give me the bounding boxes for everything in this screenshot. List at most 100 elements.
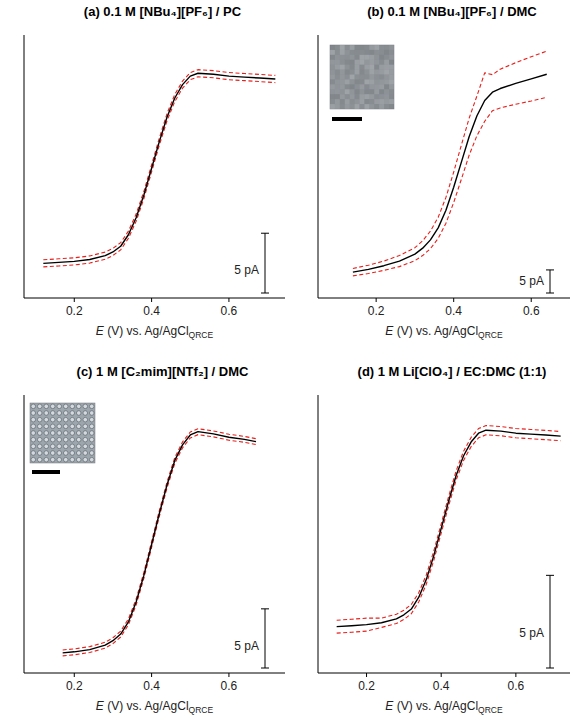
inset-texture	[340, 79, 345, 84]
inset-electrode	[83, 417, 88, 422]
inset-electrode	[63, 444, 68, 449]
inset-electrode	[89, 437, 94, 442]
inset-texture	[360, 94, 365, 99]
inset-texture	[335, 55, 340, 60]
inset-electrode	[31, 424, 36, 429]
inset-texture	[335, 70, 340, 75]
x-axis	[24, 673, 285, 674]
scale-bar-cap	[546, 668, 554, 669]
inset-texture	[374, 50, 379, 55]
inset-texture	[389, 50, 394, 55]
inset-texture	[340, 94, 345, 99]
x-tick	[74, 298, 75, 302]
inset-texture	[364, 45, 369, 50]
inset-electrode	[37, 411, 42, 416]
inset-texture	[355, 45, 360, 50]
inset-electrode	[57, 404, 62, 409]
x-tick	[228, 673, 229, 677]
x-tick-label: 0.2	[66, 679, 83, 693]
inset-texture	[340, 45, 345, 50]
y-axis	[24, 395, 25, 673]
inset-texture	[374, 84, 379, 89]
inset-texture	[360, 84, 365, 89]
inset-texture	[379, 94, 384, 99]
inset-texture	[389, 55, 394, 60]
x-tick	[151, 673, 152, 677]
inset-texture	[345, 79, 350, 84]
inset-texture	[374, 55, 379, 60]
scale-bar-cap	[261, 668, 269, 669]
inset-texture	[355, 65, 360, 70]
inset-texture	[379, 70, 384, 75]
inset-texture	[374, 70, 379, 75]
panel: (a) 0.1 M [NBu₄][PF₆] / PC0.20.40.6E (V)…	[24, 4, 285, 340]
scale-bar-label: 5 pA	[519, 274, 544, 288]
inset-texture	[384, 50, 389, 55]
inset-electrode	[83, 424, 88, 429]
inset-electrode	[63, 431, 68, 436]
plot-data	[337, 426, 561, 634]
inset-texture	[389, 104, 394, 109]
inset-texture	[335, 104, 340, 109]
inset-texture	[355, 50, 360, 55]
inset-electrode	[57, 457, 62, 462]
inset-electrode	[70, 424, 75, 429]
inset-electrode	[83, 411, 88, 416]
inset-texture	[369, 55, 374, 60]
x-axis	[24, 298, 285, 299]
inset-electrode	[63, 411, 68, 416]
x-tick	[151, 298, 152, 302]
figure: (a) 0.1 M [NBu₄][PF₆] / PC0.20.40.6E (V)…	[0, 0, 581, 726]
inset-texture	[330, 55, 335, 60]
current-line	[43, 77, 275, 267]
inset-electrode	[89, 411, 94, 416]
inset-electrode	[57, 411, 62, 416]
x-tick	[366, 673, 367, 677]
x-axis-title-part: (V) vs. Ag/AgCl	[104, 699, 189, 713]
x-tick-label: 0.4	[143, 679, 160, 693]
x-axis	[318, 673, 570, 674]
x-axis-title-part: QRCE	[478, 705, 503, 715]
inset-electrode	[70, 404, 75, 409]
inset-electrode	[76, 437, 81, 442]
x-tick	[376, 298, 377, 302]
x-tick-label: 0.6	[221, 679, 238, 693]
inset-texture	[330, 65, 335, 70]
scale-bar-cap	[261, 293, 269, 294]
inset-texture	[364, 94, 369, 99]
inset-electrode	[37, 457, 42, 462]
x-axis-title: E (V) vs. Ag/AgClQRCE	[385, 699, 503, 715]
current-line	[337, 426, 561, 621]
x-axis-title-part: (V) vs. Ag/AgCl	[393, 324, 478, 338]
inset-texture	[360, 89, 365, 94]
inset-texture	[340, 75, 345, 80]
scale-bar-line	[265, 609, 266, 668]
inset-electrode	[89, 457, 94, 462]
inset-electrode	[76, 457, 81, 462]
inset-texture	[345, 65, 350, 70]
inset-texture	[369, 75, 374, 80]
inset-texture	[345, 94, 350, 99]
inset-texture	[384, 99, 389, 104]
current-line	[63, 435, 256, 656]
inset-electrode	[37, 424, 42, 429]
inset-texture	[369, 60, 374, 65]
x-tick	[441, 673, 442, 677]
inset-electrode	[50, 411, 55, 416]
x-tick	[74, 673, 75, 677]
inset-texture	[330, 70, 335, 75]
inset-texture	[330, 94, 335, 99]
inset-texture	[335, 65, 340, 70]
inset-texture	[384, 70, 389, 75]
inset-electrode	[50, 457, 55, 462]
inset-texture	[335, 60, 340, 65]
scale-bar-line	[550, 575, 551, 668]
x-axis-title-part: QRCE	[478, 330, 503, 340]
inset-texture	[345, 89, 350, 94]
inset-electrode	[83, 404, 88, 409]
inset-texture	[330, 50, 335, 55]
inset-texture	[355, 75, 360, 80]
inset-texture	[389, 70, 394, 75]
inset-electrode	[57, 444, 62, 449]
inset-texture	[335, 50, 340, 55]
